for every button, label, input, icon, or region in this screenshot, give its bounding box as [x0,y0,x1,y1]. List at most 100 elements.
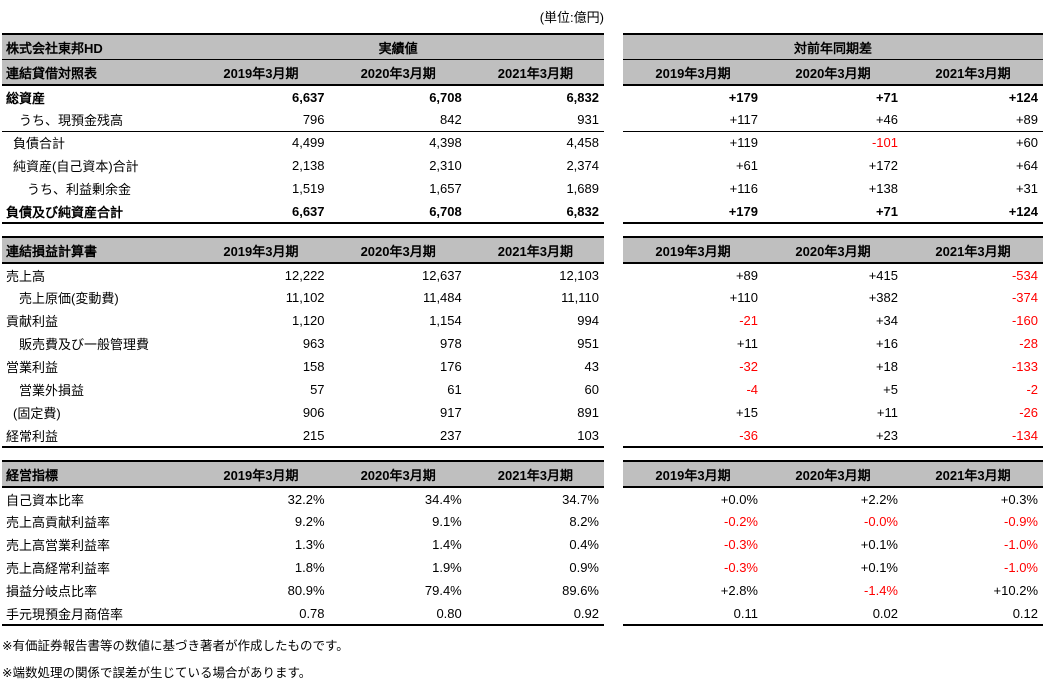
table-row: 経常利益 215 237 103 [2,424,604,447]
actual-value: 11,102 [285,290,325,305]
row-label: 手元現預金月商倍率 [6,606,124,622]
table-row: -32 +18 -133 [623,355,1043,378]
actual-value: 176 [440,359,462,374]
table-row: うち、利益剰余金 1,519 1,657 1,689 [2,177,604,200]
actual-value: 34.4% [424,491,462,507]
actual-value: 4,458 [566,135,599,151]
diff-value: +64 [1015,158,1038,173]
actual-value: 1,154 [429,313,462,328]
actual-value: 11,484 [422,290,462,305]
diff-value: -32 [739,359,758,374]
row-label: 損益分岐点比率 [6,584,98,599]
table-row: 貢献利益 1,120 1,154 994 [2,309,604,332]
row-label: 売上高営業利益率 [6,538,111,553]
diff-value: +15 [735,405,758,420]
actual-value: 1.4% [432,537,462,552]
actual-value: 43 [584,359,599,374]
year-column-header: 2020年3月期 [763,237,903,264]
actuals-table: 株式会社東邦HD 実績値 連結貸借対照表 2019年3月期 2020年3月期 2021年3… [2,33,604,224]
diff-value: +124 [1008,89,1038,105]
actual-value: 6,637 [291,203,325,219]
actual-value: 61 [447,382,462,397]
table-row: -0.3% +0.1% -1.0% [623,533,1043,556]
diff-value: -28 [1019,336,1038,351]
diff-value: -2 [1026,382,1038,397]
row-label: 総資産 [6,90,46,106]
table-row: +61 +172 +64 [623,154,1043,177]
table-row: うち、現預金残高 796 842 931 [2,108,604,132]
diff-value: +31 [1015,181,1038,196]
table-row: 純資産(自己資本)合計 2,138 2,310 2,374 [2,154,604,177]
section-title: 連結損益計算書 [2,237,193,264]
table-row: +119 -101 +60 [623,131,1043,154]
table-row: 売上高営業利益率 1.3% 1.4% 0.4% [2,533,604,556]
table-row: +15 +11 -26 [623,401,1043,424]
actual-value: 951 [577,336,599,351]
diff-table: 対前年同期差 2019年3月期 2020年3月期 2021年3月期 +179 +71 +1… [623,33,1043,224]
table-row: 損益分岐点比率 80.9% 79.4% 89.6% [2,579,604,602]
row-label: うち、現預金残高 [2,108,193,132]
table-row: +117 +46 +89 [623,108,1043,132]
diff-value: +61 [735,158,758,173]
diff-value: -134 [1011,427,1038,443]
row-label: 売上原価(変動費) [19,291,119,306]
table-row: (固定費) 906 917 891 [2,401,604,424]
diff-value: +117 [623,108,763,132]
diff-value: +124 [1008,203,1038,219]
row-label: 営業外損益 [19,383,85,398]
actual-value: 891 [577,405,599,420]
actual-value: 0.92 [573,605,599,621]
diff-value: +172 [868,158,898,173]
actual-value: 2,138 [291,158,325,173]
table-row: 売上高 12,222 12,637 12,103 [2,263,604,286]
actual-value: 0.9% [569,560,599,575]
table-row: 0.11 0.02 0.12 [623,602,1043,625]
actual-value: 0.78 [299,605,325,621]
diff-value: +110 [729,290,758,305]
year-column-header: 2020年3月期 [763,59,903,86]
row-label: 純資産(自己資本)合計 [13,159,139,174]
year-column-header: 2020年3月期 [329,237,467,264]
actual-value: 34.7% [562,491,599,507]
diff-value: +179 [728,89,758,105]
table-row: +0.0% +2.2% +0.3% [623,487,1043,510]
actual-value: 1.3% [294,537,325,552]
year-column-header: 2020年3月期 [329,461,467,488]
diff-value: -133 [1011,359,1038,374]
diff-value: -1.0% [1004,560,1038,575]
diff-table: 2019年3月期 2020年3月期 2021年3月期 +89 +415 -534 +110… [623,236,1043,448]
actual-value: 32.2% [287,491,325,507]
diff-value: +34 [875,313,898,328]
actual-value: 0.80 [436,605,462,621]
actuals-table: 経営指標 2019年3月期 2020年3月期 2021年3月期 自己資本比率 32.2%… [2,460,604,626]
row-label: 売上高経常利益率 [6,561,111,576]
diff-value: -0.3% [724,560,758,575]
diff-value: +0.3% [1000,491,1038,507]
year-header-row: 2019年3月期 2020年3月期 2021年3月期 [623,59,1043,86]
diff-value: -374 [1011,290,1038,305]
diff-table: 2019年3月期 2020年3月期 2021年3月期 +0.0% +2.2% +0.3%… [623,460,1043,626]
actual-value: 6,637 [291,89,325,105]
table-row: 手元現預金月商倍率 0.78 0.80 0.92 [2,602,604,625]
row-label: 売上高貢献利益率 [6,515,111,530]
diff-value: +16 [875,336,898,351]
row-label: (固定費) [13,406,61,421]
table-row: +2.8% -1.4% +10.2% [623,579,1043,602]
actual-value: 906 [302,405,325,420]
diff-value: +0.0% [720,491,758,507]
diff-value: 0.11 [733,605,758,621]
actual-value: 2,310 [429,158,462,173]
diff-value: +116 [729,181,758,196]
diff-value: +415 [868,267,898,283]
report-section-1: 連結損益計算書 2019年3月期 2020年3月期 2021年3月期 売上高 12,22… [2,236,1043,448]
row-label: 自己資本比率 [6,492,85,508]
section-title: 連結貸借対照表 [2,59,193,86]
year-column-header: 2019年3月期 [192,237,330,264]
diff-value: +0.1% [860,537,898,552]
year-header-row: 連結損益計算書 2019年3月期 2020年3月期 2021年3月期 [2,237,604,264]
table-row: -0.3% +0.1% -1.0% [623,556,1043,579]
table-row: -36 +23 -134 [623,424,1043,447]
diff-value: -0.2% [724,514,758,529]
table-row: 総資産 6,637 6,708 6,832 [2,85,604,108]
company-name: 株式会社東邦HD [2,34,193,60]
